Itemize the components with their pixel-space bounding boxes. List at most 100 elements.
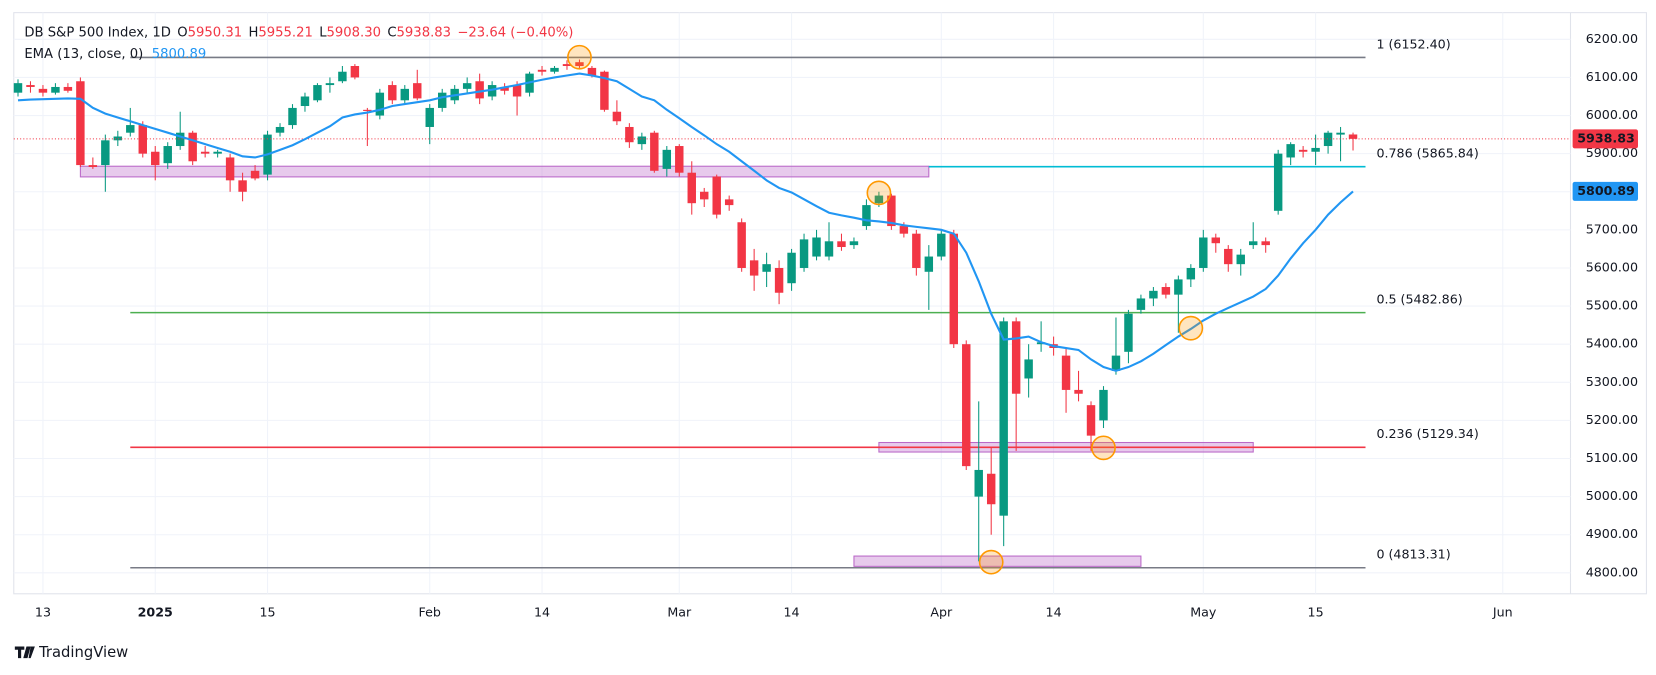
legend-value: 5908.30 (327, 26, 381, 41)
candle-body (887, 195, 896, 227)
candle-body (799, 239, 809, 268)
candle-body (400, 88, 410, 101)
candle-body (338, 71, 347, 82)
x-tick-label: May (1190, 604, 1217, 619)
candle-body (912, 233, 921, 268)
fib-label: 0.5 (5482.86) (1376, 291, 1462, 306)
candle-body (537, 69, 547, 72)
legend-change: −23.64 (−0.40%) (457, 26, 573, 41)
candle-body (924, 256, 934, 272)
candle-body (1248, 241, 1258, 246)
zone (853, 555, 1142, 567)
candle-body (962, 344, 971, 467)
price-box-label: 5938.83 (1577, 130, 1635, 145)
candle-body (325, 83, 335, 86)
candle-body (363, 109, 372, 111)
candle-body (749, 260, 759, 276)
price-box (1572, 129, 1638, 149)
watermark: TradingView (14, 644, 128, 661)
candle-body (151, 151, 160, 166)
candle-body (999, 321, 1008, 516)
candle-body (949, 233, 958, 345)
candle-body (388, 85, 397, 101)
candle-body (1161, 287, 1171, 295)
candle-body (375, 92, 385, 116)
candle-body (1124, 313, 1133, 352)
candle-body (1348, 134, 1358, 139)
candle-body (188, 132, 197, 162)
candle-body (1336, 132, 1345, 135)
candle-body (163, 146, 172, 164)
candle-body (1224, 248, 1233, 265)
candle-body (650, 132, 659, 171)
price-box-label: 5800.89 (1577, 183, 1635, 198)
candle-body (487, 85, 497, 97)
highlight-circle (567, 44, 592, 70)
candle-body (225, 157, 235, 181)
candle-body (1286, 144, 1295, 158)
candle-body (1149, 290, 1158, 299)
candle-body (712, 176, 721, 215)
candle-body (101, 140, 110, 166)
ema-legend: EMA (13, close, 0) 5800.89 (24, 47, 206, 62)
candle-body (1024, 359, 1033, 379)
y-tick-label: 4900.00 (1586, 526, 1638, 541)
highlight-circle (866, 180, 892, 206)
candle-body (512, 85, 522, 97)
candle-body (1199, 237, 1208, 268)
candle-body (51, 86, 60, 93)
legend-key: C (387, 26, 396, 41)
highlight-circle (978, 549, 1004, 575)
candle-body (1111, 355, 1121, 371)
x-tick-label: Apr (930, 604, 953, 619)
x-tick-label: 14 (784, 604, 800, 619)
title: DB S&P 500 Index, 1D (24, 26, 171, 41)
candle-body (425, 107, 434, 127)
candle-body (612, 111, 622, 122)
legend-key: O (177, 26, 187, 41)
ema-name: EMA (13, close, 0) (24, 47, 143, 62)
candle-body (238, 180, 247, 192)
candle-body (250, 170, 260, 179)
x-tick-label: 2025 (138, 604, 173, 619)
candle-body (63, 86, 73, 91)
candle-body (675, 146, 684, 173)
candle-body (550, 67, 559, 72)
candle-body (824, 241, 834, 257)
candles (13, 59, 1358, 562)
y-tick-label: 6200.00 (1586, 31, 1638, 46)
candle-body (899, 226, 909, 234)
x-tick-label: 15 (259, 604, 275, 619)
candle-body (300, 96, 310, 107)
highlight-circle (1091, 435, 1116, 461)
candle-body (175, 132, 185, 147)
y-tick-label: 5000.00 (1586, 488, 1638, 503)
y-tick-label: 5900.00 (1586, 145, 1638, 160)
y-tick-label: 5700.00 (1586, 221, 1638, 236)
candle-body (737, 222, 746, 268)
legend-key: H (248, 26, 258, 41)
header-legend: DB S&P 500 Index, 1D O5950.31 H5955.21 L590… (24, 26, 573, 41)
candle-body (200, 151, 210, 154)
y-tick-label: 5300.00 (1586, 374, 1638, 389)
candle-body (687, 172, 696, 204)
candle-body (937, 233, 946, 257)
ema-value: 5800.89 (152, 47, 206, 62)
candle-body (862, 205, 871, 227)
overlay (13, 44, 1571, 575)
x-tick-label: 13 (35, 604, 51, 619)
fib-label: 1 (6152.40) (1376, 36, 1450, 51)
candle-body (1211, 237, 1221, 244)
candle-body (562, 64, 572, 67)
candle-body (1323, 132, 1333, 147)
candle-body (275, 126, 285, 133)
candle-body (986, 473, 996, 505)
fib-label: 0 (4813.31) (1376, 547, 1450, 562)
candle-body (600, 71, 609, 110)
watermark-text: TradingView (38, 644, 128, 661)
candle-body (1273, 153, 1283, 211)
candle-body (462, 83, 472, 89)
candle-body (1311, 147, 1320, 152)
